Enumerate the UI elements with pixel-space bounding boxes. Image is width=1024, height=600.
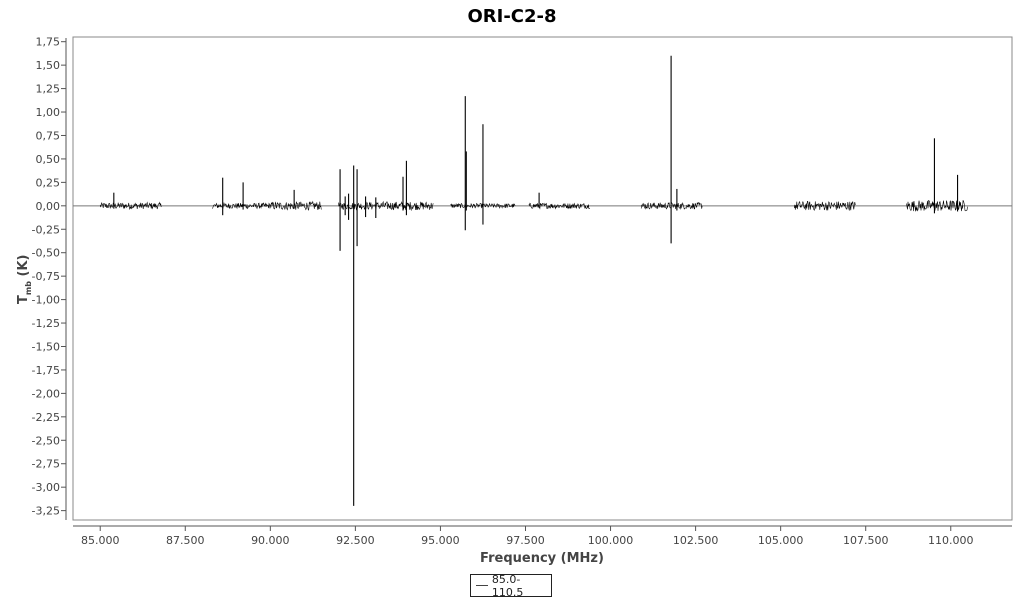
y-tick-label: -1,75: [32, 364, 60, 377]
y-tick-label: -0,75: [32, 270, 60, 283]
y-axis-title-main: T: [16, 295, 31, 304]
y-tick-label: 1,25: [36, 83, 61, 96]
y-tick-label: -1,00: [32, 294, 60, 307]
y-tick-label: -2,00: [32, 387, 60, 400]
plot-area: [72, 36, 1013, 521]
x-tick-label: 95.000: [421, 534, 460, 547]
x-tick-label: 97.500: [506, 534, 545, 547]
noise-segment: [640, 201, 703, 210]
x-tick-label: 105.000: [758, 534, 804, 547]
x-tick-label: 102.500: [673, 534, 719, 547]
y-tick-label: -1,25: [32, 317, 60, 330]
y-tick-label: -2,75: [32, 458, 60, 471]
y-tick-label: 1,50: [36, 59, 61, 72]
x-tick-label: 110.000: [928, 534, 974, 547]
y-tick-label: -2,25: [32, 411, 60, 424]
y-tick-label: -0,25: [32, 223, 60, 236]
y-axis-title-unit: (K): [16, 255, 31, 281]
x-tick-label: 85.000: [81, 534, 120, 547]
y-tick-label: 0,25: [36, 176, 61, 189]
y-tick-label: 0,00: [36, 200, 61, 213]
y-axis-title-subscript: mb: [24, 281, 33, 295]
noise-segment: [99, 201, 162, 211]
x-tick-label: 92.500: [336, 534, 375, 547]
y-ticks: 1,75 1,50 1,25 1,00 0,75 0,50 0,25 0,00 -0,25 -0,…: [32, 36, 66, 518]
y-tick-label: -3,25: [32, 505, 60, 518]
spectral-lines-layer: [113, 55, 959, 506]
y-tick-label: -3,00: [32, 481, 60, 494]
x-ticks: 85.000 87.500 90.000 92.500 95.000 97.500 100.…: [81, 526, 974, 547]
noise-layer: [99, 199, 968, 212]
x-axis-title: Frequency (MHz): [480, 551, 604, 566]
x-tick-label: 87.500: [166, 534, 205, 547]
y-tick-label: 0,50: [36, 153, 61, 166]
y-tick-label: 0,75: [36, 129, 61, 142]
noise-segment: [270, 200, 322, 211]
y-tick-label: 1,75: [36, 36, 61, 49]
y-tick-label: -1,50: [32, 340, 60, 353]
legend-label: 85.0-110.5: [491, 572, 524, 599]
x-tick-label: 100.000: [588, 534, 634, 547]
y-tick-label: 1,00: [36, 106, 61, 119]
y-tick-label: -0,50: [32, 247, 60, 260]
x-tick-label: 107.500: [843, 534, 889, 547]
chart-title: ORI-C2-8: [467, 6, 556, 27]
x-tick-label: 90.000: [251, 534, 290, 547]
legend-swatch: [476, 585, 488, 586]
legend: 85.0-110.5: [470, 572, 552, 599]
y-axis-title: Tmb (K): [16, 255, 33, 304]
noise-segment: [212, 202, 271, 210]
noise-segment: [794, 200, 856, 211]
y-tick-label: -2,50: [32, 434, 60, 447]
